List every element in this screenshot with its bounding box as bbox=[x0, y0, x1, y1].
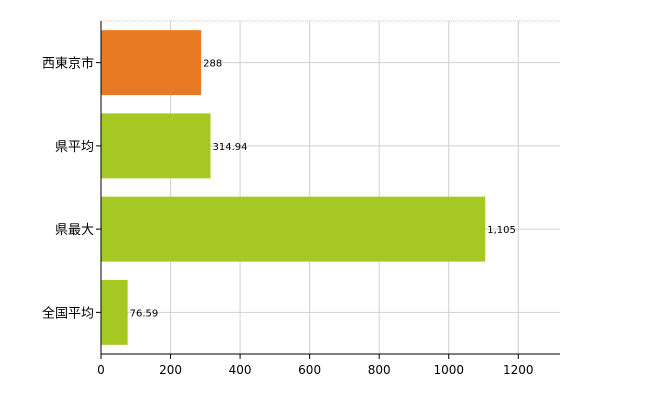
x-tick-label: 1000 bbox=[433, 363, 464, 377]
axes bbox=[96, 21, 560, 359]
x-tick-label: 800 bbox=[368, 363, 391, 377]
category-label: 県最大 bbox=[55, 223, 94, 238]
category-label: 西東京市 bbox=[42, 56, 94, 72]
data-label: 76.59 bbox=[130, 308, 159, 319]
x-tick-label: 0 bbox=[97, 363, 105, 377]
bar bbox=[101, 279, 128, 345]
data-label: 288 bbox=[203, 59, 222, 70]
x-tick-label: 400 bbox=[229, 363, 252, 377]
labels: 0 200 400 600 800 1000 1200 西東京市 288 県平均 314.94 県最大… bbox=[42, 56, 534, 377]
bar bbox=[101, 196, 486, 262]
x-tick-label: 200 bbox=[159, 363, 182, 377]
x-tick-label: 600 bbox=[298, 363, 321, 377]
bars bbox=[101, 30, 486, 345]
data-label: 314.94 bbox=[213, 142, 248, 153]
bar bbox=[101, 30, 202, 96]
category-label: 全国平均 bbox=[42, 305, 94, 321]
category-label: 県平均 bbox=[55, 140, 94, 155]
x-tick-label: 1200 bbox=[503, 363, 534, 377]
bar bbox=[101, 113, 211, 179]
data-label: 1,105 bbox=[487, 225, 516, 236]
